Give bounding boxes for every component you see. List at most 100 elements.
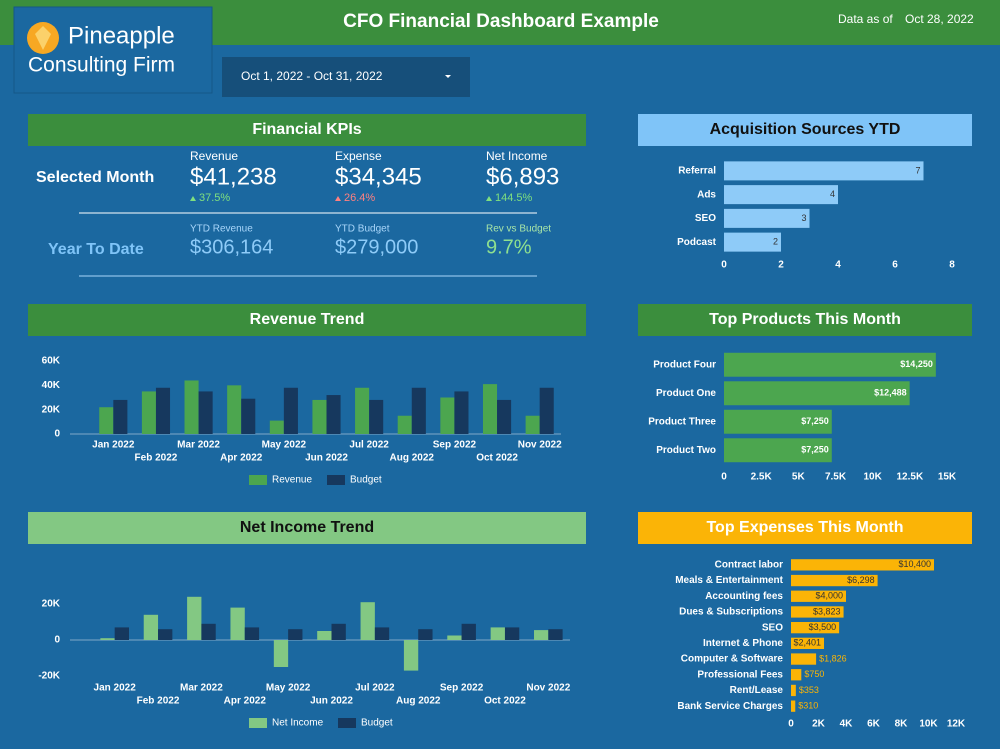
bar bbox=[273, 640, 289, 667]
bar bbox=[504, 627, 520, 640]
category-label: Contract labor bbox=[715, 559, 783, 570]
data-as-of-label: Data as of bbox=[838, 12, 893, 26]
legend-label: Budget bbox=[361, 718, 393, 729]
bar bbox=[241, 398, 256, 434]
value-label: $6,298 bbox=[847, 575, 875, 585]
x-tick-label: 2.5K bbox=[751, 472, 773, 483]
bar bbox=[497, 399, 512, 434]
legend-swatch bbox=[327, 475, 345, 485]
bar bbox=[187, 596, 202, 640]
bar bbox=[791, 653, 817, 665]
legend-label: Budget bbox=[350, 475, 382, 486]
dropdown-caret[interactable] bbox=[445, 75, 451, 78]
legend-label: Net Income bbox=[272, 718, 324, 729]
x-tick-label: 10K bbox=[863, 472, 882, 483]
bar bbox=[461, 623, 476, 640]
x-tick-label: 12.5K bbox=[896, 472, 923, 483]
logo-name: Pineapple bbox=[68, 22, 175, 49]
section-title: Top Expenses This Month bbox=[706, 519, 903, 536]
category-label: Computer & Software bbox=[681, 654, 784, 665]
legend-swatch bbox=[249, 475, 267, 485]
section-header bbox=[28, 304, 586, 336]
section-title: Acquisition Sources YTD bbox=[710, 121, 901, 138]
bar bbox=[403, 640, 419, 671]
x-tick-label: 0 bbox=[721, 472, 727, 483]
kpi-period: Year To Date bbox=[48, 241, 144, 258]
category-label: Dues & Subscriptions bbox=[679, 607, 783, 618]
kpi-change: 144.5% bbox=[495, 192, 533, 204]
date-range[interactable]: Oct 1, 2022 - Oct 31, 2022 bbox=[241, 69, 383, 83]
legend-label: Revenue bbox=[272, 475, 312, 486]
up-arrow bbox=[486, 196, 492, 201]
kpi-value: $34,345 bbox=[335, 163, 422, 190]
kpi-value: $41,238 bbox=[190, 163, 277, 190]
bar bbox=[113, 399, 128, 434]
bar bbox=[99, 407, 114, 434]
x-tick-label: 0 bbox=[788, 719, 794, 730]
y-tick-label: -20K bbox=[38, 671, 60, 682]
x-tick-label: Aug 2022 bbox=[390, 453, 435, 464]
bar bbox=[525, 415, 540, 434]
dropdown-box[interactable] bbox=[222, 57, 470, 97]
legend-swatch bbox=[249, 718, 267, 728]
x-tick-label: 15K bbox=[938, 472, 957, 483]
value-label: $750 bbox=[804, 669, 824, 679]
x-tick-label: Jul 2022 bbox=[355, 683, 395, 694]
x-tick-label: 12K bbox=[947, 719, 966, 730]
x-tick-label: Feb 2022 bbox=[137, 696, 180, 707]
category-label: Ads bbox=[697, 189, 716, 200]
bar bbox=[724, 409, 832, 434]
x-tick-label: Mar 2022 bbox=[177, 440, 220, 451]
kpi-label: Rev vs Budget bbox=[486, 224, 551, 235]
kpi-value: $306,164 bbox=[190, 236, 273, 258]
value-label: $12,488 bbox=[874, 388, 907, 398]
value-label: $14,250 bbox=[900, 359, 933, 369]
x-tick-label: Oct 2022 bbox=[484, 696, 526, 707]
x-tick-label: 5K bbox=[792, 472, 806, 483]
value-label: $7,250 bbox=[801, 416, 829, 426]
bar bbox=[724, 208, 810, 228]
value-label: $7,250 bbox=[801, 445, 829, 455]
bar bbox=[724, 185, 838, 205]
bar bbox=[724, 232, 781, 252]
bar bbox=[411, 387, 426, 434]
value-label: $2,401 bbox=[793, 638, 821, 648]
section-header bbox=[638, 512, 972, 544]
category-label: SEO bbox=[695, 213, 716, 224]
x-tick-label: 8K bbox=[895, 719, 909, 730]
bar bbox=[791, 637, 825, 650]
category-label: Referral bbox=[678, 166, 716, 177]
x-tick-label: Jun 2022 bbox=[310, 696, 353, 707]
x-tick-label: Jan 2022 bbox=[94, 683, 137, 694]
bar bbox=[114, 627, 129, 640]
bar bbox=[791, 684, 796, 697]
y-tick-label: 0 bbox=[54, 429, 60, 440]
value-label: $310 bbox=[798, 701, 818, 711]
bar bbox=[791, 606, 844, 618]
bar bbox=[534, 630, 549, 640]
bar bbox=[374, 627, 390, 640]
bar bbox=[440, 397, 455, 434]
date-range-dropdown[interactable]: Oct 1, 2022 - Oct 31, 2022 bbox=[222, 57, 470, 97]
kpi-change: 37.5% bbox=[199, 192, 230, 204]
bar bbox=[791, 590, 846, 602]
kpi-title: Financial KPIs bbox=[252, 121, 361, 138]
bar bbox=[724, 381, 910, 406]
category-label: Meals & Entertainment bbox=[675, 575, 783, 586]
y-tick-label: 20K bbox=[42, 404, 61, 415]
kpi-value: 9.7% bbox=[486, 236, 532, 258]
kpi-header bbox=[28, 114, 586, 146]
bar bbox=[355, 387, 370, 434]
x-tick-label: Aug 2022 bbox=[396, 696, 441, 707]
x-tick-label: Apr 2022 bbox=[224, 696, 267, 707]
bar bbox=[791, 621, 840, 634]
bar bbox=[317, 631, 332, 640]
category-label: Accounting fees bbox=[705, 591, 783, 602]
category-label: Product Four bbox=[653, 359, 716, 370]
bar bbox=[397, 415, 412, 434]
kpi-value: $6,893 bbox=[486, 163, 559, 190]
section-header bbox=[28, 512, 586, 544]
bar bbox=[230, 607, 245, 640]
bar bbox=[141, 391, 156, 434]
kpi-label: Expense bbox=[335, 149, 382, 163]
